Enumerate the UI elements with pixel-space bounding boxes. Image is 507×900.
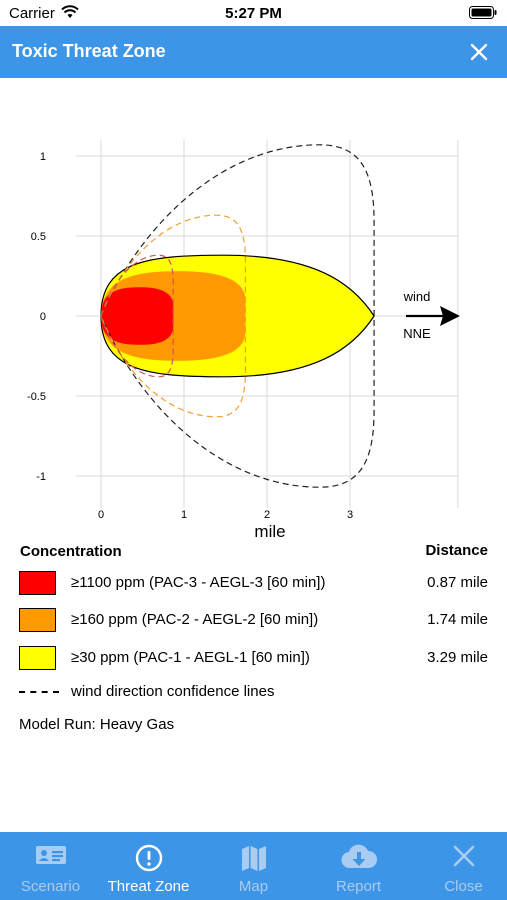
tab-label: Report — [335, 878, 382, 895]
confidence-line — [100, 144, 375, 488]
legend-row-pac2: ≥160 ppm (PAC-2 - AEGL-2 [60 min]) 1.74 … — [0, 608, 507, 636]
dashed-line-sample — [19, 691, 59, 693]
x-tick-label: 3 — [347, 509, 353, 521]
legend-label: ≥30 ppm (PAC-1 - AEGL-1 [60 min]) — [71, 649, 310, 666]
battery-icon — [469, 6, 497, 19]
legend-distance: 0.87 mile — [427, 574, 488, 591]
tab-label: Map — [238, 878, 269, 895]
swatch-yellow — [19, 646, 56, 670]
swatch-orange — [19, 608, 56, 632]
wind-direction: NNE — [403, 326, 431, 341]
close-icon — [453, 845, 474, 867]
tab-label: Close — [444, 878, 483, 895]
legend-row-pac1: ≥30 ppm (PAC-1 - AEGL-1 [60 min]) 3.29 m… — [0, 646, 507, 674]
x-tick-label: 0 — [98, 509, 104, 521]
map-icon — [241, 846, 266, 871]
y-tick-label: -1 — [36, 471, 46, 483]
carrier-label: Carrier — [9, 5, 55, 22]
legend-distance: 3.29 mile — [427, 649, 488, 666]
tab-map[interactable]: Map — [203, 832, 304, 900]
chart-ticks: 0 1 2 3 1 0.5 0 -0.5 -1 — [27, 151, 353, 521]
close-icon[interactable] — [467, 40, 491, 64]
legend-distance: 1.74 mile — [427, 611, 488, 628]
x-axis-label: mile — [254, 522, 285, 541]
wind-label: wind — [403, 289, 431, 304]
cloud-download-icon — [341, 844, 377, 869]
concentration-heading: Concentration — [20, 543, 122, 560]
page-title: Toxic Threat Zone — [12, 41, 166, 61]
y-tick-label: 1 — [40, 151, 46, 163]
tab-bar: Scenario Threat Zone Map Report Close — [0, 832, 507, 900]
swatch-red — [19, 571, 56, 595]
legend-row-confidence: wind direction confidence lines — [0, 680, 507, 708]
wind-indicator: wind NNE — [403, 289, 460, 341]
tab-report[interactable]: Report — [308, 832, 409, 900]
legend-label: ≥160 ppm (PAC-2 - AEGL-2 [60 min]) — [71, 611, 319, 628]
confidence-label: wind direction confidence lines — [71, 683, 275, 700]
nav-bar: Toxic Threat Zone — [0, 26, 507, 78]
y-tick-label: 0.5 — [31, 231, 46, 243]
content-area: 0 1 2 3 1 0.5 0 -0.5 -1 mile wind NNE Concentrat… — [0, 78, 507, 832]
status-time: 5:27 PM — [225, 5, 282, 22]
tab-close[interactable]: Close — [413, 832, 507, 900]
threat-zone-chart: 0 1 2 3 1 0.5 0 -0.5 -1 mile wind NNE — [27, 140, 460, 541]
x-tick-label: 1 — [181, 509, 187, 521]
zone-pac3 — [101, 287, 174, 345]
status-bar: Carrier 5:27 PM — [0, 0, 507, 26]
tab-threat-zone[interactable]: Threat Zone — [98, 832, 199, 900]
y-tick-label: 0 — [40, 311, 46, 323]
x-tick-label: 2 — [264, 509, 270, 521]
model-run: Model Run: Heavy Gas — [19, 716, 175, 733]
wifi-icon — [61, 5, 79, 18]
confidence-lines — [100, 144, 375, 488]
confidence-line — [100, 254, 174, 378]
legend-row-pac3: ≥1100 ppm (PAC-3 - AEGL-3 [60 min]) 0.87… — [0, 571, 507, 599]
y-tick-label: -0.5 — [27, 391, 46, 403]
id-card-icon — [35, 846, 66, 864]
chart-zones — [100, 254, 375, 378]
tab-label: Scenario — [20, 878, 81, 895]
wind-arrowhead — [440, 306, 460, 326]
exclamation-circle-icon — [135, 844, 162, 872]
legend-label: ≥1100 ppm (PAC-3 - AEGL-3 [60 min]) — [71, 574, 326, 591]
tab-label: Threat Zone — [107, 878, 190, 895]
distance-heading: Distance — [425, 542, 488, 559]
tab-scenario[interactable]: Scenario — [0, 832, 101, 900]
